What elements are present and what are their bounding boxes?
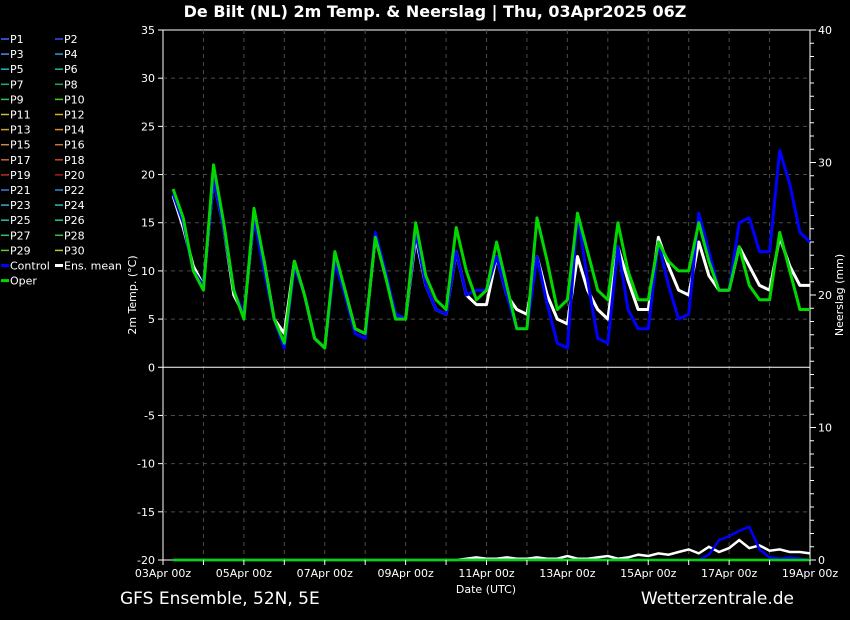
legend-label-p14: P14 (64, 124, 85, 137)
y-tick-label: 15 (141, 217, 155, 230)
y-tick-label: 0 (148, 361, 155, 374)
legend-label-p27: P27 (10, 229, 31, 242)
legend-label-p30: P30 (64, 244, 85, 257)
legend-label-p21: P21 (10, 184, 31, 197)
legend-label-p19: P19 (10, 169, 31, 182)
x-tick-label: 09Apr 00z (377, 567, 434, 580)
temp-line-ens-mean (171, 177, 810, 350)
legend-label-control: Control (10, 260, 50, 273)
legend-label-p1: P1 (10, 33, 24, 46)
y-tick-label: 30 (141, 72, 155, 85)
legend-label-p22: P22 (64, 184, 85, 197)
y-tick-label: 5 (148, 313, 155, 326)
legend-label-p11: P11 (10, 109, 31, 122)
y-tick-label: 35 (141, 24, 155, 37)
y-tick-label: -15 (137, 506, 155, 519)
x-tick-label: 05Apr 00z (216, 567, 273, 580)
legend: P1 P2 P3 P4 P5 P6 P7 P8 P9 P10 P11 P12 P13 P14 P15 P16 P… (1, 33, 122, 288)
y-tick-label: 25 (141, 120, 155, 133)
y-axis-label: 2m Temp. (°C) (126, 255, 139, 334)
legend-label-p13: P13 (10, 124, 31, 137)
footer-model-info: GFS Ensemble, 52N, 5E (120, 589, 320, 609)
legend-label-p26: P26 (64, 214, 85, 227)
legend-label-p20: P20 (64, 169, 85, 182)
legend-label-p9: P9 (10, 93, 24, 106)
legend-label-p8: P8 (64, 78, 78, 91)
legend-label-p10: P10 (64, 93, 85, 106)
y-tick-label: -10 (137, 458, 155, 471)
legend-label-p17: P17 (10, 154, 31, 167)
footer-site-link[interactable]: Wetterzentrale.de (640, 589, 794, 609)
x-tick-label: 07Apr 00z (297, 567, 354, 580)
chart-title: De Bilt (NL) 2m Temp. & Neerslag | Thu, … (184, 2, 687, 22)
y-tick-label: -20 (137, 554, 155, 567)
legend-label-p5: P5 (10, 63, 24, 76)
legend-label-p16: P16 (64, 139, 85, 152)
x-tick-label: 03Apr 00z (135, 567, 192, 580)
x-axis-label: Date (UTC) (456, 583, 516, 596)
x-tick-label: 19Apr 00z (782, 567, 839, 580)
y-right-tick-label: 30 (818, 157, 832, 170)
temp-line-oper (171, 163, 810, 350)
legend-label-p3: P3 (10, 48, 24, 61)
temp-series (171, 149, 812, 350)
legend-label-p12: P12 (64, 109, 85, 122)
legend-label-p6: P6 (64, 63, 78, 76)
precip-series (173, 525, 811, 562)
legend-label-p7: P7 (10, 78, 24, 91)
axes: 35 30 25 20 15 10 5 0 -5 -10 -15 -20 40 30 20 10 0 03Apr … (135, 24, 839, 580)
x-tick-label: 11Apr 00z (458, 567, 515, 580)
legend-label-p2: P2 (64, 33, 78, 46)
x-tick-label: 15Apr 00z (620, 567, 677, 580)
y-tick-label: 20 (141, 169, 155, 182)
legend-label-p24: P24 (64, 199, 85, 212)
legend-label-p18: P18 (64, 154, 85, 167)
y-tick-label: 10 (141, 265, 155, 278)
y-right-axis-label: Neerslag (mm) (833, 254, 846, 336)
y-right-tick-label: 10 (818, 422, 832, 435)
x-tick-label: 17Apr 00z (701, 567, 758, 580)
legend-label-p25: P25 (10, 214, 31, 227)
legend-label-p28: P28 (64, 229, 85, 242)
legend-label-p15: P15 (10, 139, 31, 152)
legend-label-ens-mean: Ens. mean (64, 260, 122, 273)
y-tick-label: -5 (144, 409, 155, 422)
y-right-tick-label: 20 (818, 289, 832, 302)
legend-label-p23: P23 (10, 199, 31, 212)
y-right-tick-label: 0 (818, 554, 825, 567)
legend-label-oper: Oper (10, 275, 37, 288)
x-tick-label: 13Apr 00z (539, 567, 596, 580)
legend-label-p29: P29 (10, 244, 31, 257)
y-right-tick-label: 40 (818, 24, 832, 37)
legend-label-p4: P4 (64, 48, 78, 61)
